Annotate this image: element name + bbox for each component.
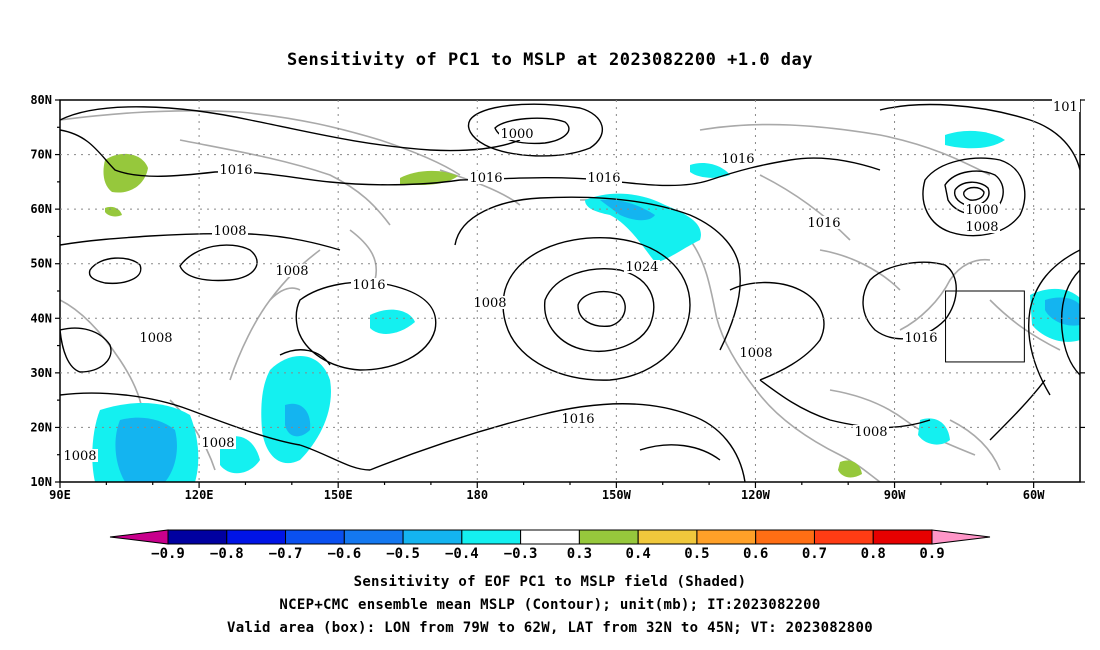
- contour-label: 1016: [721, 152, 754, 167]
- shaded-sensitivity: [92, 130, 1080, 482]
- lon-label: 90E: [49, 488, 71, 502]
- color-bar-box: [520, 529, 580, 545]
- latitude-labels: 80N 70N 60N 50N 40N 30N 20N 10N: [30, 93, 52, 489]
- color-bar-box: [578, 529, 639, 545]
- contour-label: 101: [1053, 100, 1078, 115]
- color-bar-box: [813, 529, 874, 545]
- color-bar-label: 0.6: [743, 546, 768, 562]
- contour-label: 1008: [473, 296, 506, 311]
- color-bar: [109, 529, 991, 545]
- color-bar-label: −0.5: [386, 546, 420, 562]
- lat-label: 50N: [30, 257, 52, 271]
- color-bar-box: [696, 529, 757, 545]
- contour-label: 1008: [965, 220, 998, 235]
- color-bar-label: −0.8: [210, 546, 244, 562]
- color-bar-box: [167, 529, 228, 545]
- lat-label: 20N: [30, 420, 52, 434]
- color-bar-label: 0.3: [567, 546, 592, 562]
- color-bar-box: [226, 529, 287, 545]
- contour-label: 1016: [219, 163, 252, 178]
- longitude-labels: 90E 120E 150E 180 150W 120W 90W 60W: [49, 488, 1045, 502]
- contour-label: 1016: [469, 171, 502, 186]
- sensitivity-map: 1000101610081008101610161016100810081016…: [30, 93, 1085, 562]
- contour-label: 1016: [352, 278, 385, 293]
- color-bar-box: [461, 529, 522, 545]
- color-bar-box: [402, 529, 463, 545]
- lon-label: 150W: [602, 488, 632, 502]
- coastlines: [60, 110, 1061, 482]
- contour-label: 1008: [213, 224, 246, 239]
- color-bar-label: 0.9: [919, 546, 944, 562]
- color-bar-box: [285, 529, 345, 545]
- color-bar-label: −0.3: [504, 546, 538, 562]
- lat-label: 60N: [30, 202, 52, 216]
- contour-label: 1016: [904, 331, 937, 346]
- lat-label: 40N: [30, 311, 52, 325]
- color-bar-label: 0.4: [626, 546, 651, 562]
- lat-label: 80N: [30, 93, 52, 107]
- contour-label: 1000: [965, 203, 998, 218]
- valid-area-box: [945, 290, 1025, 363]
- lat-label: 30N: [30, 366, 52, 380]
- color-bar-box: [872, 529, 933, 545]
- color-bar-label: 0.7: [802, 546, 827, 562]
- contour-label: 1008: [63, 449, 96, 464]
- contour-label: 1016: [561, 412, 594, 427]
- contour-label: 1008: [139, 331, 172, 346]
- caption-valid-area: Valid area (box): LON from 79W to 62W, L…: [227, 620, 873, 636]
- color-bar-box: [343, 529, 404, 545]
- contour-labels: 1000 1016 1008 1008 1016 1016 1016 1008 1008 1016…: [62, 99, 1080, 464]
- caption-shaded: Sensitivity of EOF PC1 to MSLP field (Sh…: [353, 574, 747, 590]
- color-bar-arrow-right: [931, 529, 991, 545]
- contour-label: 1008: [201, 436, 234, 451]
- color-bar-box: [637, 529, 698, 545]
- tick-marks: [55, 99, 1085, 488]
- color-bar-label: −0.9: [151, 546, 185, 562]
- contour-label: 1008: [854, 425, 887, 440]
- contour-label: 1024: [625, 260, 658, 275]
- color-bar-label: 0.8: [861, 546, 886, 562]
- color-bar-labels: −0.9 −0.8 −0.7 −0.6 −0.5 −0.4 −0.3 0.3 0.4 0.5 0.6…: [151, 546, 945, 562]
- color-bar-arrow-left: [109, 529, 169, 545]
- contour-label: 1008: [275, 264, 308, 279]
- contour-label: 1016: [807, 216, 840, 231]
- color-bar-label: −0.6: [327, 546, 361, 562]
- caption-contour: NCEP+CMC ensemble mean MSLP (Contour); u…: [279, 597, 821, 613]
- lon-label: 180: [466, 488, 488, 502]
- lon-label: 150E: [324, 488, 353, 502]
- color-bar-label: 0.5: [684, 546, 709, 562]
- contour-label: 1008: [739, 346, 772, 361]
- color-bar-label: −0.4: [445, 546, 479, 562]
- contour-label: 1016: [587, 171, 620, 186]
- lon-label: 90W: [884, 488, 906, 502]
- lat-label: 10N: [30, 475, 52, 489]
- contour-label: 1000: [500, 127, 533, 142]
- lon-label: 120W: [741, 488, 771, 502]
- lon-label: 120E: [185, 488, 214, 502]
- lon-label: 60W: [1023, 488, 1045, 502]
- color-bar-label: −0.7: [269, 546, 303, 562]
- lat-label: 70N: [30, 148, 52, 162]
- color-bar-box: [755, 529, 815, 545]
- map-title: Sensitivity of PC1 to MSLP at 2023082200…: [286, 50, 813, 70]
